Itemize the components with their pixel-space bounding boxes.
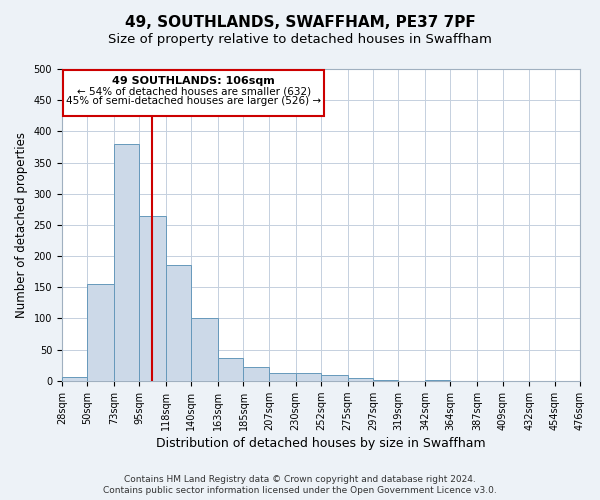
Text: 49, SOUTHLANDS, SWAFFHAM, PE37 7PF: 49, SOUTHLANDS, SWAFFHAM, PE37 7PF bbox=[125, 15, 475, 30]
Bar bbox=[347, 378, 373, 381]
Bar bbox=[139, 216, 166, 381]
Text: Contains HM Land Registry data © Crown copyright and database right 2024.: Contains HM Land Registry data © Crown c… bbox=[124, 475, 476, 484]
Bar bbox=[166, 266, 191, 381]
Bar bbox=[244, 367, 269, 381]
Bar bbox=[296, 374, 321, 381]
Bar bbox=[321, 374, 347, 381]
Bar bbox=[425, 380, 451, 381]
FancyBboxPatch shape bbox=[63, 70, 325, 116]
Text: Contains public sector information licensed under the Open Government Licence v3: Contains public sector information licen… bbox=[103, 486, 497, 495]
Bar bbox=[373, 380, 398, 381]
Text: Size of property relative to detached houses in Swaffham: Size of property relative to detached ho… bbox=[108, 32, 492, 46]
Bar bbox=[269, 374, 296, 381]
X-axis label: Distribution of detached houses by size in Swaffham: Distribution of detached houses by size … bbox=[156, 437, 486, 450]
Text: ← 54% of detached houses are smaller (632): ← 54% of detached houses are smaller (63… bbox=[77, 86, 311, 97]
Bar bbox=[114, 144, 139, 381]
Bar bbox=[62, 377, 88, 381]
Y-axis label: Number of detached properties: Number of detached properties bbox=[15, 132, 28, 318]
Bar bbox=[218, 358, 244, 381]
Text: 49 SOUTHLANDS: 106sqm: 49 SOUTHLANDS: 106sqm bbox=[112, 76, 275, 86]
Bar bbox=[191, 318, 218, 381]
Bar bbox=[88, 284, 114, 381]
Text: 45% of semi-detached houses are larger (526) →: 45% of semi-detached houses are larger (… bbox=[66, 96, 322, 106]
